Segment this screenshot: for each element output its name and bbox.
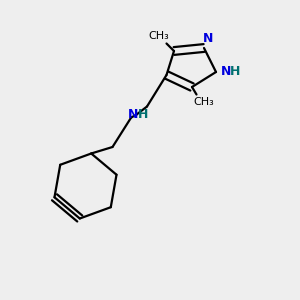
Text: H: H xyxy=(138,108,148,121)
Text: CH₃: CH₃ xyxy=(194,97,214,107)
Text: N: N xyxy=(128,108,139,121)
Text: N: N xyxy=(220,65,231,78)
Text: H: H xyxy=(230,65,240,78)
Text: CH₃: CH₃ xyxy=(148,31,170,41)
Text: N: N xyxy=(202,32,213,45)
